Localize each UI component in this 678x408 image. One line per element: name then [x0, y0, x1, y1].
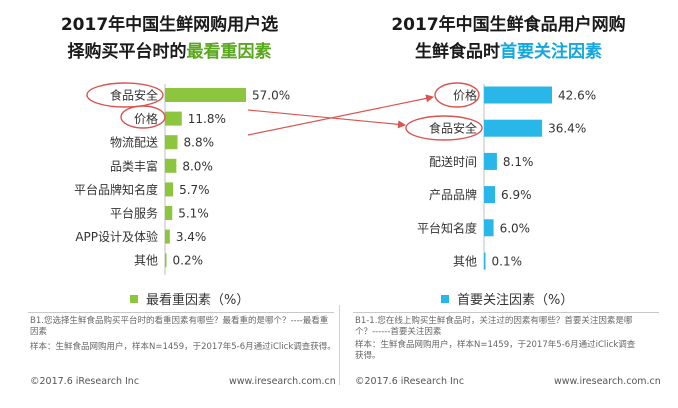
left-title-highlight: 最看重因素: [186, 42, 272, 62]
chart-0-category-label: 平台品牌知名度: [74, 182, 158, 197]
left-divider: [28, 312, 334, 313]
left-legend-label: 最看重因素（%）: [146, 293, 250, 308]
right-chart-title: 2017年中国生鲜食品用户网购 生鲜食品时首要关注因素: [339, 12, 678, 66]
chart-0-value-label: 3.4%: [176, 230, 207, 244]
chart-1-value-label: 8.1%: [503, 155, 534, 169]
chart-1-bar: [484, 219, 494, 237]
left-legend: 最看重因素（%）: [130, 289, 249, 308]
chart-0-bar: [165, 229, 170, 244]
chart-0-value-label: 11.8%: [188, 112, 226, 126]
chart-1-value-label: 0.1%: [492, 255, 523, 269]
chart-0-value-label: 5.7%: [179, 183, 210, 197]
left-question-note: B1.您选择生鲜食品购买平台时的看重因素有哪些？最看重的是哪个？----最看重因…: [30, 316, 329, 337]
chart-0-category-label: 食品安全: [110, 88, 158, 103]
right-title-line1: 2017年中国生鲜食品用户网购: [391, 15, 626, 35]
chart-1-bar: [484, 86, 552, 104]
right-title-line2: 生鲜食品时首要关注因素: [415, 42, 602, 62]
left-panel: 2017年中国生鲜网购用户选 择购买平台时的最看重因素 食品安全 57.0% 价格 1…: [0, 12, 339, 387]
left-legend-swatch: [130, 294, 138, 303]
chart-1-category-label: 平台知名度: [417, 220, 477, 235]
left-chart-title: 2017年中国生鲜网购用户选 择购买平台时的最看重因素: [0, 12, 339, 66]
right-legend-swatch: [441, 294, 449, 303]
right-copyright: ©2017.6 iResearch Inc: [355, 376, 465, 387]
chart-0-bar: [165, 111, 182, 126]
chart-0-category-label: 品类丰富: [110, 158, 158, 173]
left-title-line2: 择购买平台时的最看重因素: [67, 42, 272, 62]
left-title-line1: 2017年中国生鲜网购用户选: [60, 15, 279, 35]
right-sample-source: 样本：生鲜食品网购用户，样本N=1459，于2017年5-6月通过iClick调…: [355, 340, 636, 361]
right-divider: [353, 312, 659, 313]
chart-1-bar: [484, 252, 486, 270]
chart-0-bar: [165, 182, 174, 197]
right-legend: 首要关注因素（%）: [441, 289, 573, 308]
chart-1-value-label: 42.6%: [558, 89, 596, 103]
chart-1-category-label: 产品品牌: [429, 188, 477, 202]
right-question-note: B1-1.您在线上购买生鲜食品时，关注过的因素有哪些？首要关注因素是哪个？---…: [355, 316, 633, 337]
chart-0-value-label: 0.2%: [173, 254, 204, 268]
right-title-highlight: 首要关注因素: [500, 42, 602, 62]
chart-0-bar: [165, 158, 177, 173]
chart-0-category-label: APP设计及体验: [75, 229, 158, 244]
chart-1-value-label: 36.4%: [548, 122, 586, 136]
panel-separator: [339, 305, 340, 385]
chart-1-category-label: 食品安全: [429, 121, 477, 136]
left-copyright: ©2017.6 iResearch Inc: [30, 376, 140, 387]
chart-1-category-label: 价格: [453, 88, 477, 103]
chart-0-value-label: 8.8%: [184, 136, 215, 150]
chart-0-bar: [165, 88, 246, 102]
chart-1-category-label: 其他: [453, 255, 477, 269]
chart-0-value-label: 57.0%: [252, 89, 290, 103]
left-website: www.iresearch.com.cn: [229, 376, 336, 387]
chart-1-category-label: 配送时间: [429, 154, 477, 169]
chart-1-value-label: 6.0%: [500, 221, 531, 235]
chart-0-category-label: 物流配送: [110, 135, 158, 150]
chart-0-value-label: 5.1%: [178, 207, 209, 221]
chart-1-bar: [484, 119, 543, 137]
chart-0-value-label: 8.0%: [182, 159, 213, 173]
chart-1-value-label: 6.9%: [501, 188, 532, 202]
chart-0-category-label: 其他: [134, 254, 158, 268]
left-sample-source: 样本：生鲜食品网购用户，样本N=1459，于2017年5-6月通过iClick调…: [30, 342, 336, 352]
chart-0-bar: [165, 253, 167, 268]
right-legend-label: 首要关注因素（%）: [457, 293, 574, 308]
chart-1-bar: [484, 186, 496, 204]
right-panel: 2017年中国生鲜食品用户网购 生鲜食品时首要关注因素 价格 42.6% 食品安全 3…: [339, 0, 678, 408]
chart-1-bar: [484, 152, 497, 170]
chart-0-bar: [165, 206, 173, 220]
chart-0-category-label: 价格: [134, 111, 158, 126]
chart-0-category-label: 平台服务: [110, 206, 158, 221]
right-website: www.iresearch.com.cn: [554, 376, 661, 387]
chart-0-bar: [165, 135, 178, 150]
